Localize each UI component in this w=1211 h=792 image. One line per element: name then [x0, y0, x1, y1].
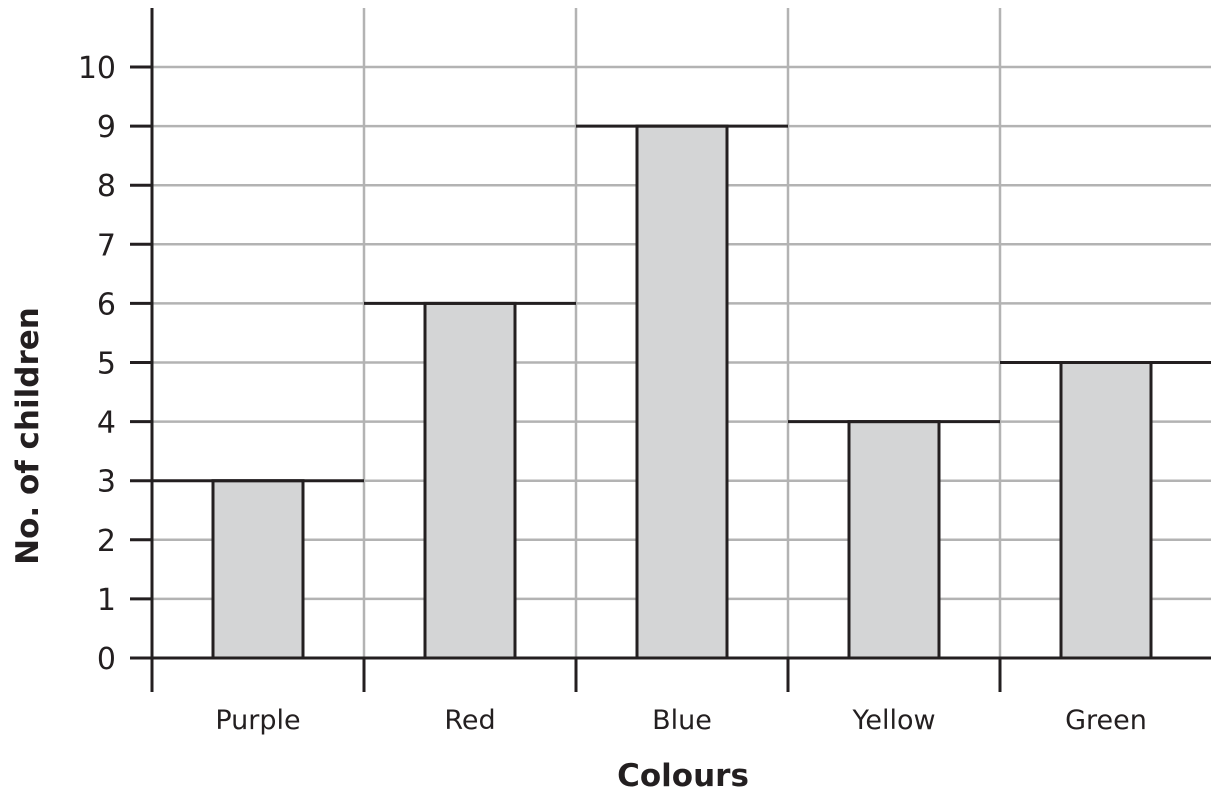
- bar: [847, 420, 941, 660]
- x-tick-label: Red: [444, 705, 495, 736]
- y-tick-label: 1: [97, 583, 116, 618]
- y-tick-label: 6: [97, 287, 116, 322]
- y-tick-label: 7: [97, 228, 116, 263]
- x-tick-label: Purple: [215, 705, 300, 736]
- labels-layer: 0 1 2 3 4 5 6 7 8 9 10 Purple Red Blue Yellow Green: [78, 51, 1147, 736]
- y-tick-label: 10: [78, 51, 116, 86]
- y-tick-label: 9: [97, 110, 116, 145]
- y-tick-label: 2: [97, 524, 116, 559]
- axis-layer: [130, 8, 1211, 692]
- bar: [635, 124, 729, 660]
- x-axis-title: Colours: [617, 758, 749, 792]
- y-tick-label: 4: [97, 406, 116, 441]
- x-tick-label: Yellow: [851, 705, 935, 736]
- x-tick-label: Green: [1065, 705, 1147, 736]
- y-tick-label: 0: [97, 642, 116, 677]
- x-tick-label: Blue: [652, 705, 712, 736]
- bar: [423, 301, 517, 660]
- bar: [211, 479, 305, 660]
- y-axis-title: No. of children: [10, 307, 46, 565]
- y-tick-label: 8: [97, 169, 116, 204]
- y-tick-label: 3: [97, 465, 116, 500]
- bar: [1059, 361, 1153, 660]
- bars-layer: [152, 124, 1211, 660]
- y-tick-label: 5: [97, 347, 116, 382]
